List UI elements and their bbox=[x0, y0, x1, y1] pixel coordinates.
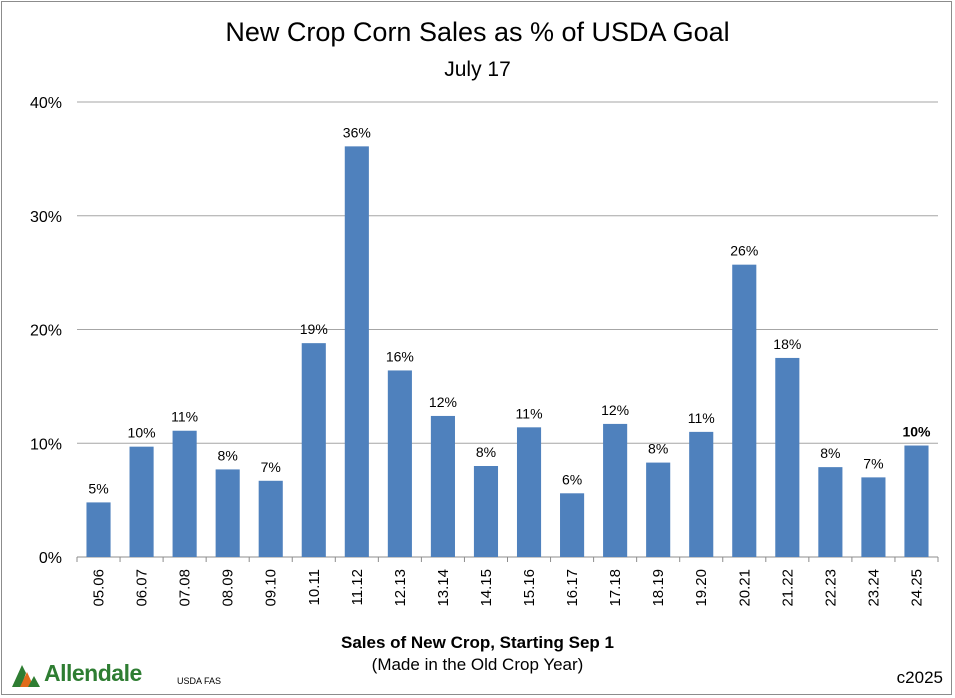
logo-text: Allendale bbox=[44, 659, 142, 686]
bar bbox=[430, 415, 455, 557]
bar bbox=[258, 480, 283, 557]
data-label: 18% bbox=[773, 336, 801, 352]
x-tick-label: 17.18 bbox=[607, 569, 624, 607]
data-label: 10% bbox=[128, 425, 156, 441]
allendale-logo: Allendale bbox=[12, 658, 142, 688]
bar bbox=[646, 462, 671, 557]
bar bbox=[861, 477, 886, 557]
data-label: 19% bbox=[300, 321, 328, 337]
bar bbox=[215, 469, 240, 557]
x-tick-label: 23.24 bbox=[865, 569, 882, 607]
x-axis-sublabel: (Made in the Old Crop Year) bbox=[371, 655, 584, 674]
data-label: 16% bbox=[386, 348, 414, 364]
data-label: 36% bbox=[343, 124, 371, 140]
x-tick-label: 11.12 bbox=[349, 569, 366, 605]
x-tick-label: 07.08 bbox=[177, 569, 194, 607]
x-tick-label: 13.14 bbox=[435, 569, 452, 607]
data-label: 8% bbox=[648, 441, 668, 457]
bar bbox=[516, 427, 542, 557]
x-tick-label: 20.21 bbox=[736, 569, 753, 607]
y-tick-label: 0% bbox=[39, 550, 62, 567]
bar bbox=[560, 493, 585, 557]
y-tick-label: 30% bbox=[30, 209, 62, 226]
x-tick-label: 19.20 bbox=[693, 569, 710, 607]
x-tick-label: 22.23 bbox=[822, 569, 839, 607]
bar bbox=[732, 264, 757, 557]
data-label: 6% bbox=[562, 471, 582, 487]
x-tick-label: 06.07 bbox=[134, 569, 151, 607]
data-label: 7% bbox=[261, 459, 281, 475]
bar bbox=[904, 445, 929, 557]
data-label: 8% bbox=[820, 445, 840, 461]
x-tick-label: 15.16 bbox=[521, 569, 538, 607]
data-label: 5% bbox=[88, 480, 108, 496]
x-tick-label: 16.17 bbox=[564, 569, 581, 607]
chart-subtitle: July 17 bbox=[444, 58, 511, 81]
x-tick-label: 12.13 bbox=[392, 569, 409, 607]
data-label: 12% bbox=[429, 394, 457, 410]
data-label: 11% bbox=[688, 410, 715, 426]
x-tick-label: 24.25 bbox=[908, 569, 925, 607]
data-label: 11% bbox=[171, 409, 198, 425]
x-tick-label: 09.10 bbox=[263, 569, 280, 607]
x-axis-label: Sales of New Crop, Starting Sep 1 bbox=[340, 633, 614, 652]
bar bbox=[818, 467, 843, 557]
data-label: 7% bbox=[863, 455, 883, 471]
source-note: USDA FAS bbox=[177, 676, 222, 686]
data-label: 10% bbox=[902, 424, 931, 440]
bar bbox=[473, 466, 499, 557]
x-tick-label: 14.15 bbox=[478, 569, 495, 607]
bar bbox=[172, 430, 197, 557]
x-tick-label: 21.22 bbox=[779, 569, 796, 607]
bar bbox=[775, 357, 800, 557]
bar bbox=[387, 370, 412, 557]
data-label: 8% bbox=[218, 447, 238, 463]
bar bbox=[603, 423, 628, 557]
y-tick-label: 20% bbox=[30, 323, 62, 340]
x-tick-label: 18.19 bbox=[650, 569, 667, 607]
data-label: 12% bbox=[601, 402, 629, 418]
x-tick-label: 05.06 bbox=[91, 569, 108, 607]
bar bbox=[86, 502, 111, 557]
y-tick-label: 10% bbox=[30, 436, 62, 453]
bar bbox=[129, 446, 154, 557]
data-label: 11% bbox=[516, 405, 543, 421]
x-tick-label: 08.09 bbox=[220, 569, 237, 607]
data-label: 8% bbox=[476, 444, 496, 460]
y-tick-label: 40% bbox=[30, 95, 62, 112]
bar bbox=[344, 146, 369, 558]
allendale-logo-icon bbox=[12, 665, 40, 687]
copyright: c2025 bbox=[896, 668, 943, 687]
bar bbox=[301, 343, 326, 557]
data-label: 26% bbox=[730, 243, 758, 259]
bar bbox=[689, 431, 714, 557]
chart-title: New Crop Corn Sales as % of USDA Goal bbox=[225, 17, 730, 47]
x-tick-label: 10.11 bbox=[306, 569, 323, 605]
